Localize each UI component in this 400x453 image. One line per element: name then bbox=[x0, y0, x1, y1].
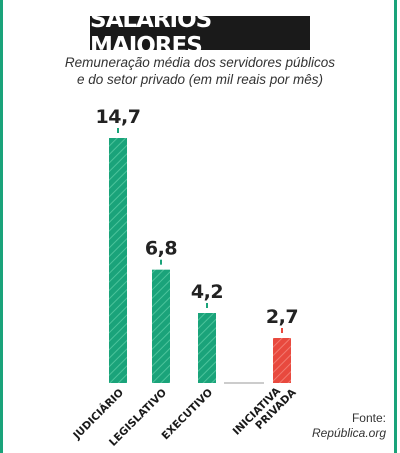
value-label-judiciario: 14,7 bbox=[96, 106, 141, 128]
left-frame-line bbox=[0, 0, 3, 453]
value-label-executivo: 4,2 bbox=[191, 281, 223, 303]
bar-iniciativa-privada bbox=[273, 338, 291, 383]
bar-legislativo bbox=[152, 269, 170, 383]
bar-executivo bbox=[198, 313, 216, 383]
value-label-legislativo: 6,8 bbox=[145, 238, 177, 260]
source-name: República.org bbox=[311, 426, 386, 440]
right-frame-line bbox=[394, 0, 397, 453]
category-label-iniciativa-privada: INICIATIVAPRIVADA bbox=[231, 378, 300, 447]
value-label-iniciativa-privada: 2,7 bbox=[266, 306, 298, 328]
source-label: Fonte: bbox=[351, 411, 386, 425]
chart-subtitle-line-2: e do setor privado (em mil reais por mês… bbox=[76, 72, 324, 87]
chart-subtitle-line-1: Remuneração média dos servidores público… bbox=[64, 55, 336, 70]
bar-judiciario bbox=[109, 138, 127, 383]
